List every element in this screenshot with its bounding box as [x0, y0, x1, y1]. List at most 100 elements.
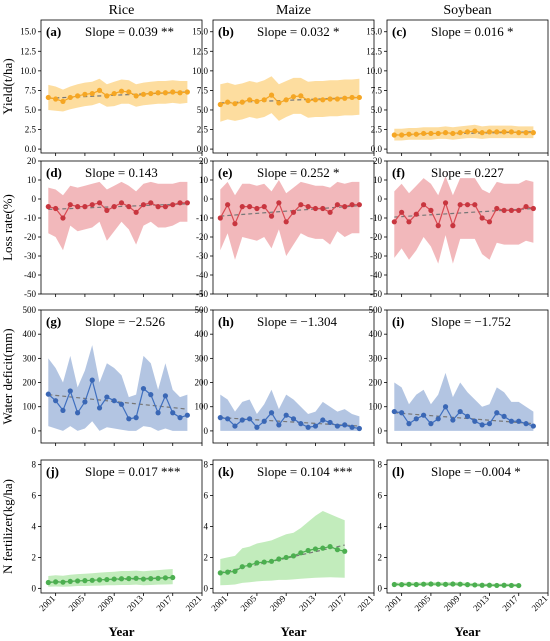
y-tick-label: 12.5	[192, 46, 208, 56]
y-tick-label: 2.5	[371, 125, 383, 135]
data-point	[268, 558, 275, 564]
data-point	[111, 576, 117, 582]
row-label-2: Water deficit(mm)	[0, 328, 15, 424]
data-point	[530, 423, 536, 429]
y-tick-label: 5.0	[197, 105, 209, 115]
data-point	[89, 577, 95, 583]
data-point	[413, 416, 419, 422]
data-point	[391, 408, 397, 415]
data-point	[232, 568, 238, 574]
data-point	[162, 90, 169, 96]
data-point	[464, 202, 471, 208]
slope-annotation: Slope = 0.039 **	[85, 24, 174, 39]
data-point	[155, 204, 161, 210]
data-point	[254, 205, 260, 212]
data-point	[67, 202, 73, 208]
x-tick-label: 2017	[154, 593, 174, 613]
data-point	[420, 130, 427, 137]
column-title-maize: Maize	[276, 3, 311, 18]
y-tick-label: 2	[204, 552, 209, 562]
x-tick-label: 2009	[96, 593, 116, 613]
data-point	[276, 200, 282, 206]
data-point	[327, 96, 333, 102]
data-point	[342, 204, 348, 210]
y-tick-label: 0	[378, 194, 383, 204]
slope-annotation: Slope = 0.143	[85, 165, 158, 180]
data-point	[170, 202, 176, 208]
panel-label: (l)	[392, 464, 404, 479]
panel-label: (c)	[392, 24, 406, 39]
data-point	[246, 97, 253, 103]
data-point	[283, 554, 289, 561]
uncertainty-band	[394, 176, 534, 264]
panel-label: (h)	[218, 314, 234, 329]
data-point	[162, 575, 169, 581]
trend-line	[220, 205, 360, 217]
data-point	[96, 577, 103, 583]
data-point	[290, 553, 297, 559]
slope-annotation: Slope = 0.227	[431, 165, 504, 180]
data-point	[254, 98, 260, 104]
data-point	[53, 398, 59, 404]
data-point	[435, 581, 441, 587]
data-point	[305, 424, 311, 430]
data-point	[450, 223, 456, 229]
data-point	[516, 207, 522, 213]
slope-annotation: Slope = 0.104 ***	[257, 464, 352, 479]
data-point	[162, 393, 169, 399]
data-point	[342, 95, 348, 101]
y-tick-label: 2.5	[25, 125, 37, 135]
data-point	[254, 560, 260, 566]
data-point	[217, 415, 223, 421]
y-tick-label: 10.0	[192, 66, 208, 76]
data-point	[508, 129, 515, 135]
y-tick-label: -40	[196, 270, 208, 280]
data-point	[261, 559, 267, 565]
data-point	[523, 130, 529, 136]
data-point	[327, 209, 333, 215]
trend-line	[394, 412, 534, 425]
uncertainty-band	[48, 181, 188, 251]
data-point	[261, 204, 267, 210]
data-point	[305, 97, 311, 104]
data-point	[239, 204, 245, 210]
y-tick-label: 0	[32, 194, 37, 204]
data-point	[239, 99, 245, 105]
data-point	[320, 205, 326, 212]
panel-label: (f)	[392, 165, 405, 180]
data-point	[391, 132, 397, 138]
x-tick-label: 2021	[184, 593, 204, 613]
y-tick-label: 200	[369, 378, 383, 388]
data-point	[486, 582, 493, 588]
data-point	[96, 405, 103, 411]
data-point	[140, 91, 147, 97]
data-point	[82, 399, 88, 405]
data-point	[356, 425, 362, 432]
x-tick-label: 2017	[326, 593, 346, 613]
y-tick-label: 400	[23, 329, 37, 339]
x-tick-label: 2001	[37, 593, 57, 613]
data-point	[413, 211, 419, 217]
data-point	[225, 202, 231, 208]
y-tick-label: 0.0	[197, 144, 209, 154]
y-tick-label: 200	[23, 378, 37, 388]
data-point	[148, 90, 154, 97]
slope-annotation: Slope = 0.016 *	[431, 24, 513, 39]
x-tick-label: 2013	[471, 593, 491, 613]
data-point	[516, 418, 522, 424]
data-point	[312, 546, 319, 552]
y-tick-label: 4	[378, 522, 383, 532]
data-point	[457, 202, 463, 208]
y-tick-label: 400	[195, 329, 209, 339]
data-point	[508, 207, 515, 213]
y-tick-label: -30	[370, 251, 382, 261]
data-point	[298, 421, 304, 427]
uncertainty-band	[220, 180, 360, 260]
data-point	[232, 221, 238, 227]
panel-h: 0 100 200 300 400 500 (h) Slope = −1.304	[195, 305, 375, 446]
data-point	[391, 219, 397, 225]
x-tick-label: 2021	[530, 593, 550, 613]
data-point	[225, 416, 231, 422]
data-point	[494, 129, 500, 135]
data-point	[170, 89, 176, 95]
